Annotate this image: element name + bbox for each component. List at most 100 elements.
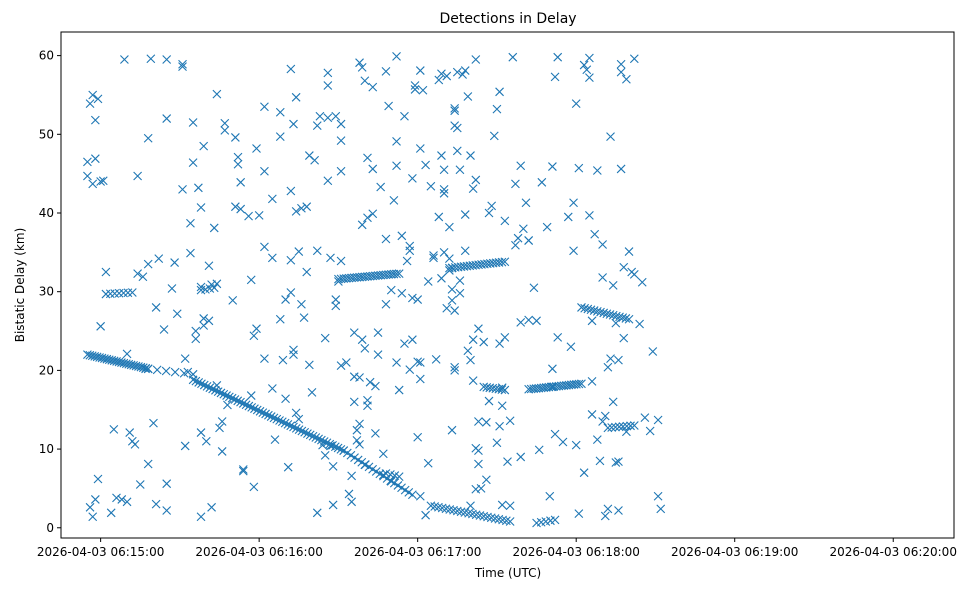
data-point-466 <box>413 295 423 304</box>
data-point-276 <box>138 272 148 282</box>
data-point-531 <box>474 446 483 456</box>
data-point-397 <box>331 111 341 121</box>
data-point-405 <box>336 361 346 371</box>
data-point-565 <box>529 283 539 293</box>
data-point-139 <box>123 288 133 298</box>
data-point-613 <box>614 506 623 515</box>
data-point-63 <box>275 416 284 425</box>
data-point-599 <box>595 456 605 466</box>
data-point-415 <box>355 439 364 449</box>
data-point-413 <box>352 425 362 435</box>
data-point-124 <box>490 514 500 523</box>
data-point-505 <box>450 362 460 372</box>
data-point-278 <box>143 459 153 469</box>
data-point-238 <box>614 422 624 432</box>
data-point-611 <box>611 458 621 467</box>
data-point-606 <box>603 504 613 514</box>
data-point-460 <box>407 335 417 345</box>
data-point-370 <box>291 408 301 418</box>
data-point-573 <box>548 382 557 392</box>
data-point-597 <box>592 166 602 175</box>
data-point-445 <box>386 476 396 486</box>
data-point-388 <box>320 333 330 343</box>
data-point-486 <box>437 273 446 283</box>
data-point-586 <box>574 509 584 518</box>
data-point-287 <box>162 114 172 123</box>
data-point-61 <box>269 413 279 423</box>
data-point-290 <box>162 479 172 489</box>
data-point-346 <box>260 354 269 363</box>
data-point-77 <box>314 434 323 444</box>
data-point-435 <box>373 328 383 337</box>
data-point-285 <box>154 254 164 264</box>
data-point-266 <box>117 495 127 504</box>
data-point-138 <box>119 288 128 298</box>
data-point-503 <box>450 365 460 375</box>
data-point-32 <box>188 375 198 385</box>
data-point-365 <box>289 350 298 360</box>
data-point-242 <box>629 421 639 430</box>
data-point-252 <box>90 115 100 125</box>
data-point-596 <box>590 229 600 239</box>
data-point-78 <box>316 435 326 445</box>
data-point-320 <box>212 89 222 99</box>
x-tick-label: 2026-04-03 06:18:00 <box>512 545 639 559</box>
data-point-621 <box>622 74 631 84</box>
data-point-311 <box>199 141 209 151</box>
data-point-390 <box>323 81 333 90</box>
data-point-282 <box>149 418 158 428</box>
data-point-268 <box>122 497 132 507</box>
data-point-575 <box>550 429 560 439</box>
data-point-511 <box>455 288 465 298</box>
data-point-539 <box>489 131 499 141</box>
data-point-195 <box>497 385 507 394</box>
data-point-46 <box>227 393 237 403</box>
data-point-425 <box>363 153 372 163</box>
data-point-424 <box>360 343 370 353</box>
data-point-359 <box>281 295 290 304</box>
data-point-45 <box>224 392 234 402</box>
data-point-60 <box>266 412 276 421</box>
data-point-69 <box>291 423 301 433</box>
data-point-108 <box>430 502 440 511</box>
data-point-284 <box>151 499 161 509</box>
data-point-115 <box>456 507 466 517</box>
data-point-122 <box>483 512 492 522</box>
data-point-567 <box>534 445 544 455</box>
data-point-630 <box>645 426 655 436</box>
data-point-619 <box>619 262 629 272</box>
data-point-584 <box>571 99 581 108</box>
data-point-497 <box>447 284 457 294</box>
data-point-498 <box>447 425 457 435</box>
data-point-47 <box>230 395 240 404</box>
data-point-517 <box>463 346 473 356</box>
data-point-337 <box>238 466 248 476</box>
data-point-470 <box>415 144 425 153</box>
data-point-485 <box>437 151 446 160</box>
data-point-564 <box>524 236 534 245</box>
y-tick-label: 60 <box>39 49 54 63</box>
data-point-452 <box>397 231 407 241</box>
data-point-429 <box>365 377 375 387</box>
data-point-66 <box>283 420 293 429</box>
data-point-618 <box>616 164 626 174</box>
data-point-112 <box>445 505 455 514</box>
data-point-289 <box>162 506 172 515</box>
data-point-233 <box>621 314 631 323</box>
data-point-508 <box>452 123 462 133</box>
data-point-339 <box>246 275 256 285</box>
data-point-74 <box>305 430 315 440</box>
data-point-167 <box>392 269 401 279</box>
data-point-350 <box>267 384 277 393</box>
data-point-140 <box>127 288 137 297</box>
data-point-49 <box>236 397 245 407</box>
data-point-481 <box>431 354 441 364</box>
data-point-569 <box>542 222 552 232</box>
data-point-319 <box>209 223 219 233</box>
data-point-239 <box>618 422 628 431</box>
data-point-559 <box>516 317 526 327</box>
data-point-113 <box>449 505 458 515</box>
data-point-318 <box>207 502 216 512</box>
data-points <box>83 52 666 528</box>
data-point-247 <box>83 157 92 167</box>
